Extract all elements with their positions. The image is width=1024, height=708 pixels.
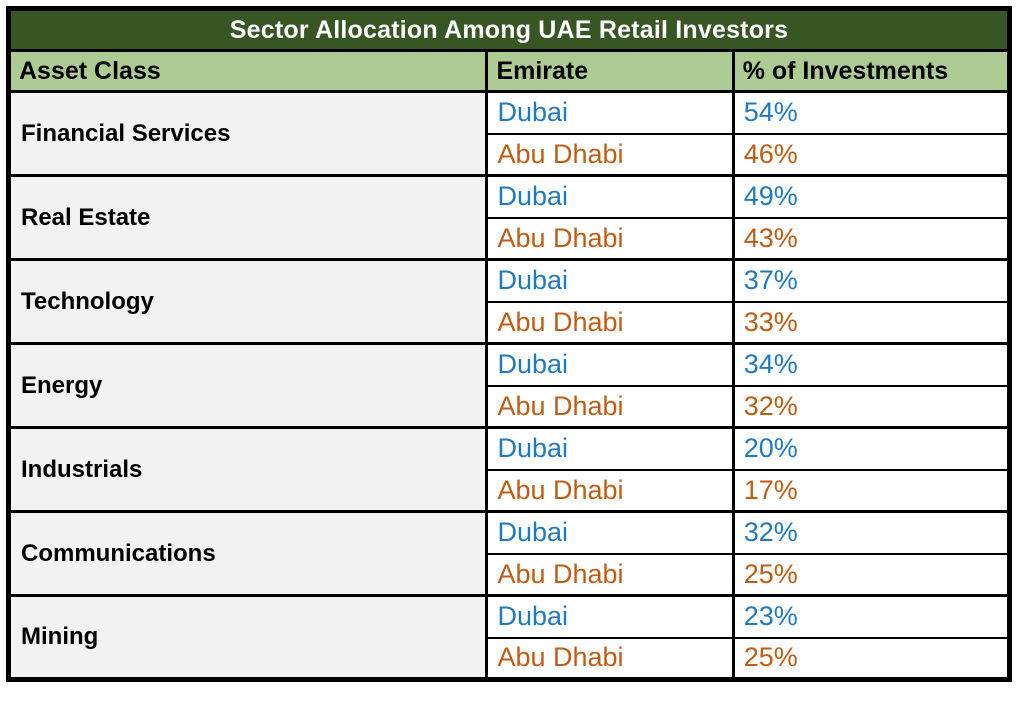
table-row: Abu Dhabi 33% <box>9 301 1010 344</box>
table-header-row: Asset Class Emirate % of Investments <box>8 50 1010 93</box>
column-header-percent-investments: % of Investments <box>731 50 1010 93</box>
emirate-cell-dubai: Dubai <box>486 510 734 555</box>
value-cell-dubai: 23% <box>731 594 1010 639</box>
table-row: Mining Dubai 23% <box>8 594 1010 680</box>
table-row: Industrials Dubai 20% <box>8 426 1010 512</box>
value-cell-dubai: 20% <box>731 426 1010 471</box>
table-row: Real Estate Dubai 49% <box>8 174 1010 260</box>
value-cell-dubai: 34% <box>731 342 1010 387</box>
value-cell-dubai: 49% <box>731 174 1010 219</box>
asset-class-cell: Real Estate <box>8 174 489 260</box>
emirate-cell-dubai: Dubai <box>486 90 734 135</box>
table-row: Technology Dubai 37% <box>8 258 1010 344</box>
value-cell-abu-dhabi: 25% <box>731 637 1010 680</box>
value-cell-dubai: 54% <box>731 90 1010 135</box>
emirate-cell-dubai: Dubai <box>486 594 734 639</box>
emirate-cell-dubai: Dubai <box>486 258 734 303</box>
value-cell-abu-dhabi: 32% <box>731 385 1010 428</box>
table-row: Abu Dhabi 25% <box>9 553 1010 596</box>
emirate-cell-dubai: Dubai <box>486 426 734 471</box>
emirate-cell-abu-dhabi: Abu Dhabi <box>486 553 734 596</box>
table-row: Communications Dubai 32% <box>8 510 1010 596</box>
value-cell-abu-dhabi: 25% <box>731 553 1010 596</box>
table-title: Sector Allocation Among UAE Retail Inves… <box>8 8 1010 52</box>
emirate-cell-abu-dhabi: Abu Dhabi <box>486 133 734 176</box>
emirate-cell-abu-dhabi: Abu Dhabi <box>486 637 734 680</box>
table-row: Abu Dhabi 32% <box>9 385 1010 428</box>
asset-class-cell: Financial Services <box>8 90 489 176</box>
table-row: Financial Services Dubai 54% <box>8 90 1010 176</box>
value-cell-abu-dhabi: 33% <box>731 301 1010 344</box>
table-row: Abu Dhabi 46% <box>9 133 1010 176</box>
table-row: Abu Dhabi 43% <box>9 217 1010 260</box>
asset-class-cell: Communications <box>8 510 489 596</box>
emirate-cell-abu-dhabi: Abu Dhabi <box>486 469 734 512</box>
emirate-cell-dubai: Dubai <box>486 342 734 387</box>
asset-class-cell: Industrials <box>8 426 489 512</box>
emirate-cell-abu-dhabi: Abu Dhabi <box>486 217 734 260</box>
emirate-cell-abu-dhabi: Abu Dhabi <box>486 385 734 428</box>
asset-class-cell: Technology <box>8 258 489 344</box>
sector-allocation-table: Sector Allocation Among UAE Retail Inves… <box>6 6 1012 682</box>
table-row: Abu Dhabi 25% <box>9 637 1010 680</box>
emirate-cell-dubai: Dubai <box>486 174 734 219</box>
table-title-row: Sector Allocation Among UAE Retail Inves… <box>8 8 1010 52</box>
value-cell-abu-dhabi: 43% <box>731 217 1010 260</box>
emirate-cell-abu-dhabi: Abu Dhabi <box>486 301 734 344</box>
asset-class-cell: Energy <box>8 342 489 428</box>
asset-class-cell: Mining <box>8 594 489 680</box>
table-row: Energy Dubai 34% <box>8 342 1010 428</box>
value-cell-dubai: 37% <box>731 258 1010 303</box>
value-cell-dubai: 32% <box>731 510 1010 555</box>
table-row: Abu Dhabi 17% <box>9 469 1010 512</box>
value-cell-abu-dhabi: 46% <box>731 133 1010 176</box>
column-header-emirate: Emirate <box>485 50 734 93</box>
column-header-asset-class: Asset Class <box>8 50 487 93</box>
value-cell-abu-dhabi: 17% <box>731 469 1010 512</box>
